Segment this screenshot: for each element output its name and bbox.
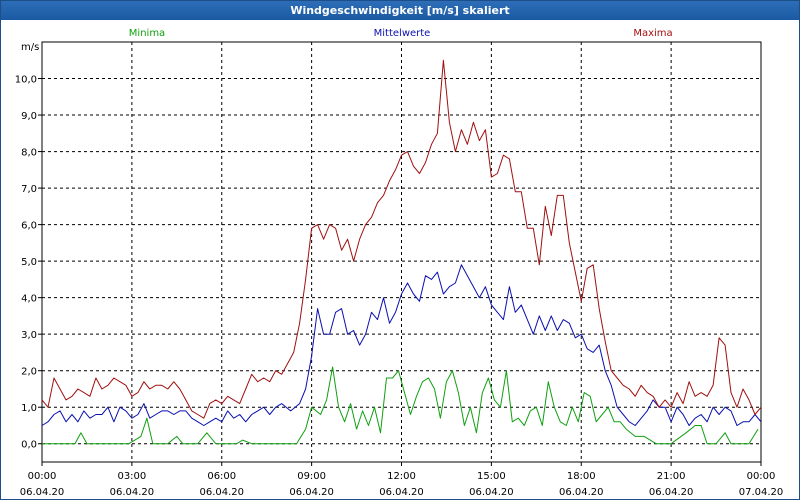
legend-minima: Minima [129,28,165,39]
y-tick-label: 2,0 [21,367,37,378]
y-tick-label: 5,0 [21,257,37,268]
x-tick-date: 06.04.20 [559,487,604,498]
y-tick-label: 8,0 [21,148,37,159]
x-tick-time: 12:00 [387,471,416,482]
grid-lines [42,42,761,462]
y-tick-label: 10,0 [15,75,37,86]
legend: Minima Mittelwerte Maxima [129,28,673,39]
x-tick-date: 07.04.20 [739,487,784,498]
y-tick-label: 7,0 [21,184,37,195]
series-line-maxima [41,59,762,419]
legend-maxima: Maxima [633,28,672,39]
x-tick-time: 03:00 [117,471,146,482]
x-tick-date: 06.04.20 [379,487,424,498]
x-tick-time: 21:00 [657,471,686,482]
x-tick-date: 06.04.20 [20,487,65,498]
y-tick-label: 3,0 [21,330,37,341]
y-tick-label: 0,0 [21,440,37,451]
x-tick-time: 09:00 [297,471,326,482]
x-tick-time: 15:00 [477,471,506,482]
y-tick-label: 9,0 [21,111,37,122]
x-tick-time: 18:00 [567,471,596,482]
y-tick-label: 1,0 [21,403,37,414]
series-layer [41,59,762,445]
legend-mittelwerte: Mittelwerte [374,28,431,39]
x-tick-date: 06.04.20 [649,487,694,498]
axis-ticks: 0,0 1,0 2,0 3,0 4,0 5,0 6,0 7,0 8,0 9,0 10,0 00:00 0… [15,75,784,498]
x-tick-time: 06:00 [207,471,236,482]
series-line-mittelwerte [41,264,762,426]
y-tick-label: 6,0 [21,221,37,232]
x-tick-date: 06.04.20 [289,487,334,498]
x-tick-date: 06.04.20 [110,487,155,498]
series-line-minima [42,366,759,445]
x-tick-date: 06.04.20 [469,487,514,498]
x-tick-time: 00:00 [747,471,776,482]
x-tick-time: 00:00 [28,471,57,482]
x-tick-date: 06.04.20 [199,487,244,498]
window-title: Windgeschwindigkeit [m/s] skaliert [1,1,799,20]
y-tick-label: 4,0 [21,294,37,305]
y-axis-label: m/s [21,42,39,53]
